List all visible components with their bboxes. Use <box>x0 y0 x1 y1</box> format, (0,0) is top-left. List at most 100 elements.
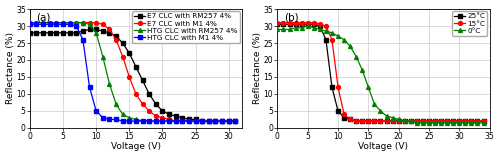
HTG CLC with M1 4% <box>226 120 232 122</box>
E7 CLC with RM257 4% <box>186 119 192 120</box>
E7 CLC with RM257 4% <box>60 32 66 34</box>
E7 CLC with RM257 4% <box>172 115 178 117</box>
15°C <box>323 25 329 27</box>
15°C <box>390 120 396 122</box>
HTG CLC with M1 4% <box>160 120 166 122</box>
HTG CLC with RM257 4% <box>34 22 40 24</box>
E7 CLC with M1 4% <box>226 120 232 122</box>
0°C <box>341 39 347 41</box>
HTG CLC with M1 4% <box>153 120 159 122</box>
25°C <box>462 120 468 122</box>
25°C <box>456 120 462 122</box>
0°C <box>408 120 414 122</box>
HTG CLC with RM257 4% <box>86 23 92 25</box>
15°C <box>311 22 317 24</box>
25°C <box>444 120 450 122</box>
15°C <box>366 120 372 122</box>
E7 CLC with RM257 4% <box>232 120 238 122</box>
15°C <box>298 22 304 24</box>
0°C <box>426 122 432 124</box>
15°C <box>378 120 384 122</box>
Y-axis label: Reflectance (%): Reflectance (%) <box>6 32 15 104</box>
E7 CLC with RM257 4% <box>40 32 46 34</box>
0°C <box>329 32 335 34</box>
Line: E7 CLC with M1 4%: E7 CLC with M1 4% <box>28 21 238 123</box>
25°C <box>298 23 304 25</box>
HTG CLC with RM257 4% <box>160 120 166 122</box>
HTG CLC with RM257 4% <box>219 120 225 122</box>
15°C <box>274 22 280 24</box>
25°C <box>353 120 359 122</box>
HTG CLC with M1 4% <box>86 86 92 88</box>
0°C <box>480 122 486 124</box>
0°C <box>468 122 474 124</box>
HTG CLC with RM257 4% <box>66 22 72 24</box>
E7 CLC with RM257 4% <box>126 52 132 54</box>
15°C <box>432 120 438 122</box>
25°C <box>450 120 456 122</box>
0°C <box>438 122 444 124</box>
15°C <box>317 23 323 25</box>
HTG CLC with M1 4% <box>60 23 66 25</box>
15°C <box>414 120 420 122</box>
15°C <box>341 113 347 115</box>
Line: HTG CLC with RM257 4%: HTG CLC with RM257 4% <box>28 21 238 123</box>
0°C <box>396 119 402 120</box>
E7 CLC with RM257 4% <box>153 103 159 105</box>
0°C <box>450 122 456 124</box>
15°C <box>292 22 298 24</box>
HTG CLC with M1 4% <box>74 25 80 27</box>
0°C <box>444 122 450 124</box>
HTG CLC with M1 4% <box>126 120 132 122</box>
HTG CLC with RM257 4% <box>153 120 159 122</box>
HTG CLC with RM257 4% <box>166 120 172 122</box>
HTG CLC with RM257 4% <box>113 103 119 105</box>
E7 CLC with RM257 4% <box>27 32 33 34</box>
25°C <box>468 120 474 122</box>
HTG CLC with M1 4% <box>206 120 212 122</box>
0°C <box>390 117 396 119</box>
25°C <box>317 25 323 27</box>
E7 CLC with M1 4% <box>206 120 212 122</box>
E7 CLC with M1 4% <box>199 120 205 122</box>
0°C <box>280 28 286 30</box>
25°C <box>372 120 378 122</box>
E7 CLC with RM257 4% <box>46 32 52 34</box>
0°C <box>353 56 359 57</box>
E7 CLC with RM257 4% <box>66 32 72 34</box>
0°C <box>474 122 480 124</box>
15°C <box>304 22 310 24</box>
25°C <box>402 120 407 122</box>
15°C <box>438 120 444 122</box>
25°C <box>292 23 298 25</box>
HTG CLC with M1 4% <box>146 120 152 122</box>
HTG CLC with M1 4% <box>27 23 33 25</box>
25°C <box>426 120 432 122</box>
HTG CLC with RM257 4% <box>74 22 80 24</box>
HTG CLC with M1 4% <box>34 23 40 25</box>
HTG CLC with M1 4% <box>192 120 198 122</box>
HTG CLC with M1 4% <box>186 120 192 122</box>
25°C <box>396 120 402 122</box>
HTG CLC with RM257 4% <box>232 120 238 122</box>
HTG CLC with M1 4% <box>172 120 178 122</box>
15°C <box>474 120 480 122</box>
E7 CLC with M1 4% <box>40 22 46 24</box>
HTG CLC with M1 4% <box>219 120 225 122</box>
E7 CLC with M1 4% <box>192 120 198 122</box>
E7 CLC with M1 4% <box>126 76 132 78</box>
E7 CLC with M1 4% <box>232 120 238 122</box>
E7 CLC with M1 4% <box>60 22 66 24</box>
HTG CLC with M1 4% <box>133 120 139 122</box>
25°C <box>480 120 486 122</box>
HTG CLC with M1 4% <box>66 23 72 25</box>
E7 CLC with M1 4% <box>34 22 40 24</box>
0°C <box>311 27 317 29</box>
15°C <box>335 86 341 88</box>
0°C <box>462 122 468 124</box>
25°C <box>360 120 366 122</box>
E7 CLC with M1 4% <box>100 23 106 25</box>
0°C <box>317 28 323 30</box>
25°C <box>347 119 353 120</box>
Line: 25°C: 25°C <box>276 22 486 123</box>
